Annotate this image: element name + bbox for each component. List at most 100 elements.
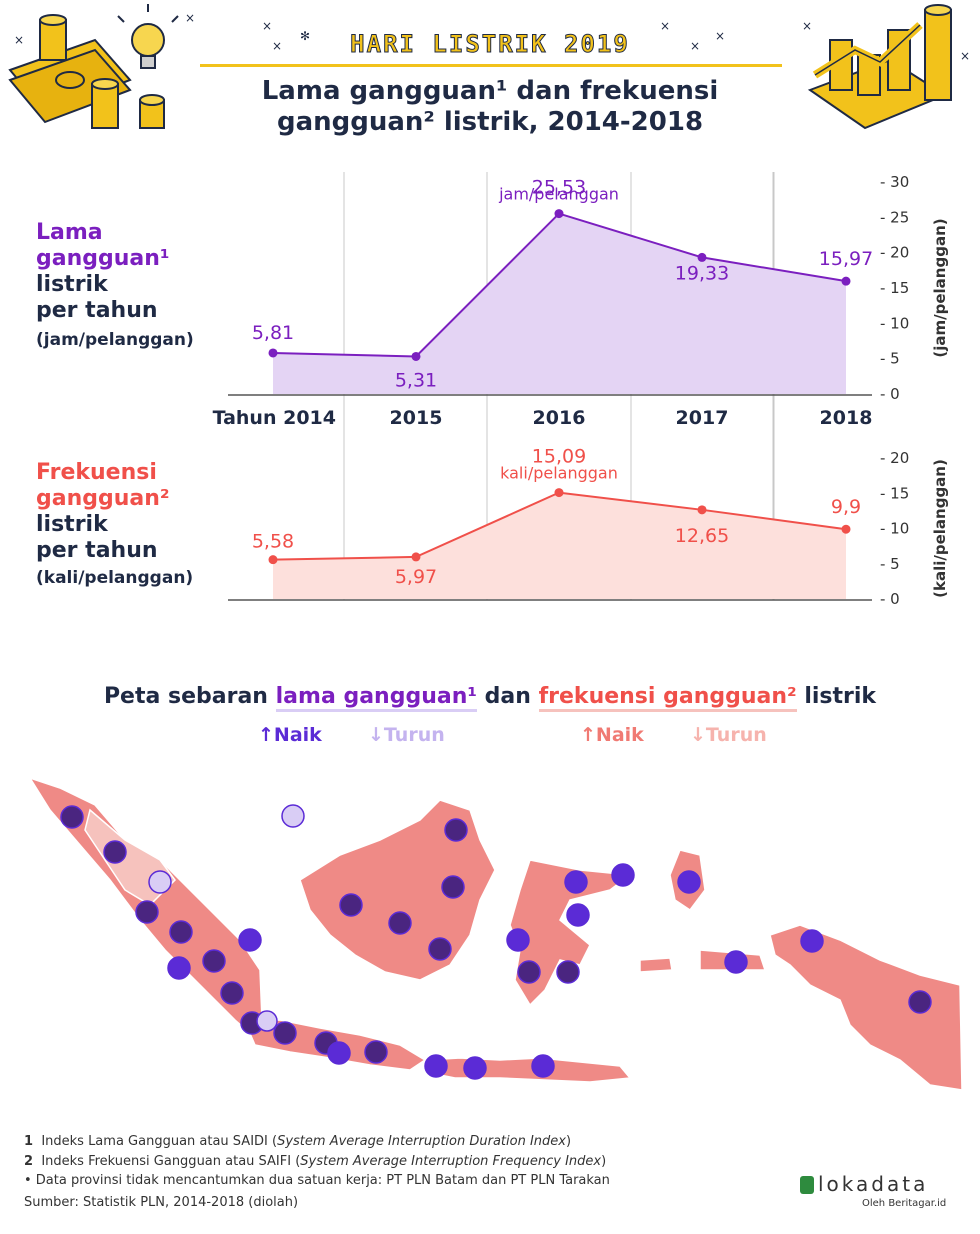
charts-canvas: 5,81 5,31 25,53 19,33 15,97 jam/pelanggan - 30…	[213, 172, 949, 608]
growth-chart-icon	[807, 4, 952, 130]
duration-yaxis-title: (jam/pelanggan)	[931, 218, 949, 357]
brand-name: lokadata	[818, 1172, 929, 1196]
papua-island	[769, 924, 963, 1091]
kalimantan-island	[299, 799, 496, 981]
legend-frequency-down-label: Turun	[705, 724, 767, 746]
marker-duration-up	[220, 981, 244, 1005]
map-title-frequency: frekuensi gangguan²	[538, 684, 797, 712]
marker-duration-up	[724, 950, 748, 974]
frequency-data-label: 5,58	[252, 531, 294, 553]
frequency-peak-unit: kali/pelanggan	[500, 464, 618, 483]
map-title-middle: dan	[477, 684, 539, 709]
marker-duration-up	[339, 893, 363, 917]
marker-duration-up	[564, 870, 588, 894]
svg-text:×: ×	[690, 39, 700, 53]
banner-underline	[200, 64, 782, 67]
duration-data-point	[554, 209, 564, 219]
sparkle-decorations: ××✻ ××× ××××	[14, 11, 970, 63]
frequency-ytick-label: - 20	[880, 449, 909, 467]
page-title-line2: gangguan² listrik, 2014-2018	[276, 107, 704, 137]
footnote-1-italic: System Average Interruption Duration Ind…	[277, 1134, 566, 1149]
frequency-data-label: 9,9	[831, 496, 861, 518]
frequency-data-point	[841, 524, 851, 534]
marker-duration-up	[135, 900, 159, 924]
duration-ytick-label: - 25	[880, 208, 909, 226]
marker-duration-up	[677, 870, 701, 894]
frequency-ytick-label: - 10	[880, 520, 909, 538]
marker-duration-up	[388, 911, 412, 935]
brand-subtitle: Oleh Beritagar.id	[862, 1198, 947, 1209]
indonesia-map	[28, 776, 963, 1091]
duration-ytick-label: - 15	[880, 279, 909, 297]
xaxis-tick-label: Tahun 2014	[213, 407, 336, 429]
frequency-data-point	[697, 505, 707, 515]
frequency-data-label: 15,09	[532, 446, 586, 468]
marker-duration-up	[908, 990, 932, 1014]
duration-data-point	[697, 252, 707, 262]
marker-duration-up	[556, 960, 580, 984]
source-note: Sumber: Statistik PLN, 2014-2018 (diolah…	[24, 1195, 299, 1210]
legend-duration-up-label: Naik	[273, 724, 322, 746]
frequency-area	[273, 492, 846, 599]
xaxis-tick-label: 2015	[390, 407, 443, 429]
arrow-up-icon: ↑	[258, 724, 274, 746]
frequency-label-line4: per tahun	[36, 538, 158, 563]
svg-text:×: ×	[715, 29, 725, 43]
frequency-unit-label: (kali/pelanggan)	[36, 568, 194, 588]
frequency-data-point	[554, 488, 564, 498]
maluku-islands	[639, 849, 767, 973]
map-title-duration: lama gangguan¹	[275, 684, 478, 712]
footnote-1-text: Indeks Lama Gangguan atau SAIDI (	[41, 1134, 278, 1149]
footnote-1-number: 1	[24, 1134, 34, 1149]
map-title-suffix: listrik	[796, 684, 877, 709]
frequency-label-line1: Frekuensi	[36, 460, 157, 485]
duration-label-line4: per tahun	[36, 298, 158, 323]
svg-text:×: ×	[14, 33, 24, 47]
marker-duration-up	[800, 929, 824, 953]
arrow-up-icon: ↑	[580, 724, 596, 746]
legend-duration-down: ↓Turun	[368, 724, 445, 746]
frequency-data-point	[411, 552, 421, 562]
legend-duration-up: ↑Naik	[258, 724, 322, 746]
duration-data-point	[268, 348, 278, 358]
marker-duration-up	[517, 960, 541, 984]
duration-label-line2: gangguan¹	[36, 246, 170, 271]
duration-ytick-label: - 10	[880, 314, 909, 332]
marker-duration-up	[611, 863, 635, 887]
xaxis-tick-label: 2016	[533, 407, 586, 429]
coin-stack-icon	[39, 14, 165, 129]
arrow-down-icon: ↓	[368, 724, 384, 746]
footnote-1: 1 Indeks Lama Gangguan atau SAIDI (Syste…	[24, 1134, 571, 1149]
xaxis-tick-label: 2018	[820, 407, 873, 429]
marker-duration-up	[506, 928, 530, 952]
marker-duration-up	[202, 949, 226, 973]
marker-duration-up	[169, 920, 193, 944]
duration-peak-unit: jam/pelanggan	[498, 185, 619, 204]
duration-data-label: 5,81	[252, 322, 294, 344]
duration-label-line3: listrik	[36, 272, 108, 297]
footnote-2-text: Indeks Frekuensi Gangguan atau SAIFI (	[41, 1154, 301, 1169]
duration-data-label: 15,97	[819, 248, 873, 270]
duration-data-label: 19,33	[675, 262, 729, 284]
header-illustrations: ××✻ ××× ××××	[8, 4, 970, 130]
xaxis-tick-label: 2017	[676, 407, 729, 429]
duration-ytick-label: - 5	[880, 350, 900, 368]
duration-ytick-label: - 0	[880, 385, 900, 403]
page-title-line1: Lama gangguan¹ dan frekuensi	[261, 76, 719, 106]
legend-frequency-down: ↓Turun	[690, 724, 767, 746]
legend-frequency-up: ↑Naik	[580, 724, 644, 746]
map-title-prefix: Peta sebaran	[103, 684, 276, 709]
svg-text:✻: ✻	[300, 29, 310, 43]
duration-ytick-label: - 20	[880, 244, 909, 262]
marker-duration-up	[424, 1054, 448, 1078]
frequency-label-line2: gangguan²	[36, 486, 170, 511]
marker-duration-up	[327, 1041, 351, 1065]
marker-duration-up	[441, 875, 465, 899]
footnote-2-number: 2	[24, 1154, 34, 1169]
footnote-1-close: )	[565, 1134, 572, 1149]
duration-data-point	[841, 276, 851, 286]
frequency-ytick-label: - 5	[880, 555, 900, 573]
event-banner: HARI LISTRIK 2019	[350, 30, 630, 59]
frequency-ytick-label: - 15	[880, 484, 909, 502]
lokadata-logo-icon	[800, 1176, 814, 1194]
